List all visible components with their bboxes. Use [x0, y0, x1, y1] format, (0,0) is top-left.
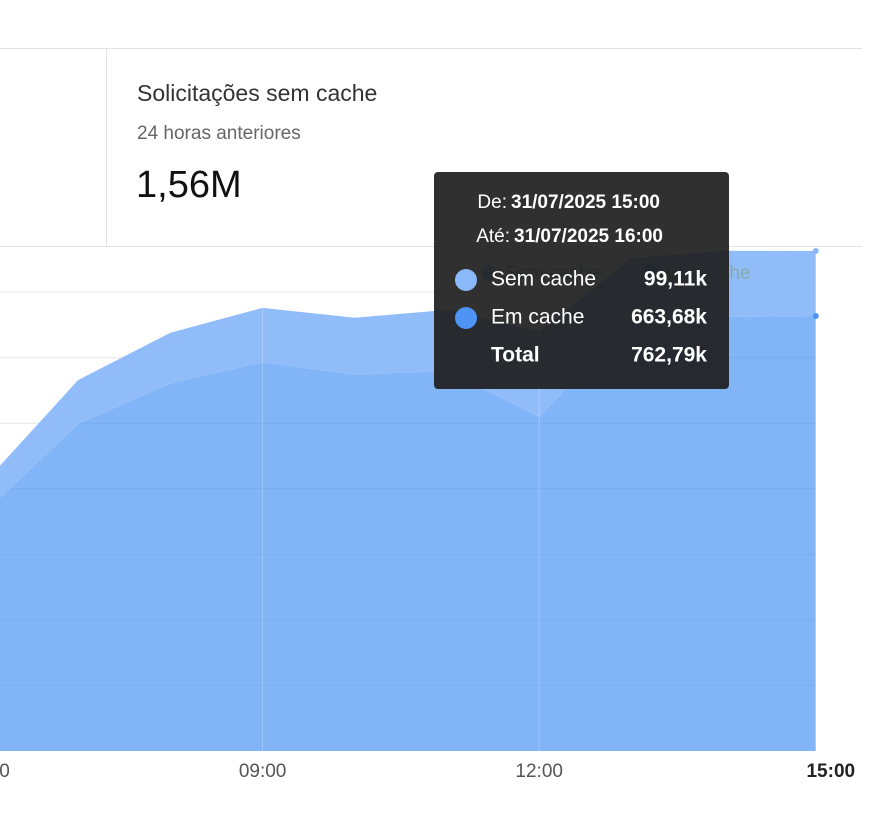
point-marker	[812, 312, 819, 319]
x-tick-label: 06:00	[0, 761, 10, 782]
tooltip-bg	[434, 172, 729, 389]
card-subtitle: 24 horas anteriores	[137, 123, 301, 144]
tooltip-name: Em cache	[491, 306, 584, 329]
x-axis: 06:00 09:00 12:00 15:00	[0, 761, 855, 782]
x-tick-label: 09:00	[239, 761, 287, 782]
x-tick-label: 12:00	[515, 761, 563, 782]
point-marker	[812, 247, 819, 254]
tooltip-total-label: Total	[491, 344, 540, 367]
tooltip-to-label: Até:	[476, 226, 510, 247]
area	[0, 315, 816, 751]
tooltip-value: 99,11k	[644, 268, 707, 291]
tooltip-dot	[455, 269, 477, 291]
tooltip-to: 31/07/2025 16:00	[514, 226, 663, 247]
x-tick-label: 15:00	[806, 761, 855, 782]
tooltip-from: 31/07/2025 15:00	[511, 192, 660, 213]
tooltip-dot	[455, 307, 477, 329]
card-title: Solicitações sem cache	[137, 80, 377, 106]
tooltip-value: 663,68k	[631, 306, 707, 329]
tooltip-name: Sem cache	[491, 268, 596, 291]
card-value: 1,56M	[136, 164, 242, 206]
tooltip-total: 762,79k	[631, 344, 707, 367]
tooltip-from-label: De:	[477, 192, 507, 213]
